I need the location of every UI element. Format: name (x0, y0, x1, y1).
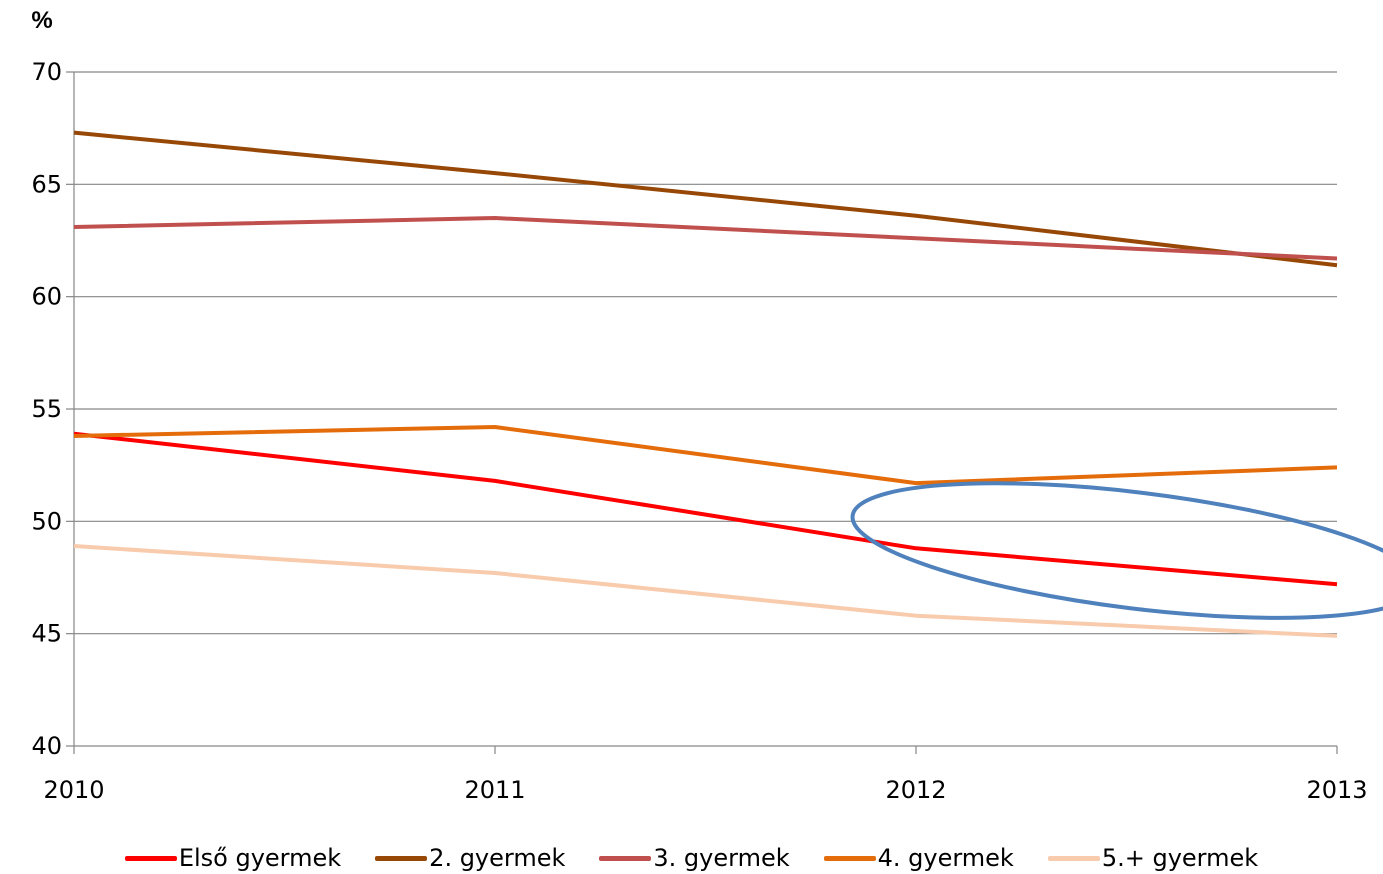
y-axis-label: % (31, 7, 52, 34)
y-tick-label: 40 (31, 732, 62, 760)
legend-item: 5.+ gyermek (1047, 844, 1259, 872)
series-line-2 (73, 130, 1338, 268)
series-line-1 (73, 431, 1338, 587)
series-line-3 (73, 216, 1338, 261)
x-tick-label: 2012 (885, 776, 946, 804)
legend-item: 4. gyermek (823, 844, 1014, 872)
annotations (850, 481, 1383, 620)
y-tick-label: 55 (31, 395, 62, 423)
series-line-4 (73, 424, 1338, 486)
y-tick-label: 70 (31, 58, 62, 86)
y-tick-label: 60 (31, 283, 62, 311)
legend-label: 4. gyermek (877, 844, 1014, 872)
legend-swatch (375, 855, 428, 861)
y-tick-label: 65 (31, 170, 62, 198)
x-tick-label: 2011 (464, 776, 525, 804)
legend-item: Első gyermek (124, 844, 342, 872)
legend-label: 3. gyermek (653, 844, 790, 872)
legend-swatch (823, 855, 876, 861)
gridlines (74, 71, 1337, 635)
legend-label: 2. gyermek (429, 844, 566, 872)
legend-item: 3. gyermek (599, 844, 790, 872)
axes: 40 45 50 55 60 65 70 2010 2011 2012 2013 (31, 58, 1367, 804)
highlight-ellipse (850, 481, 1383, 620)
legend-swatch (124, 855, 177, 861)
y-tick-label: 45 (31, 620, 62, 648)
legend-swatch (1047, 855, 1100, 861)
y-tick-label: 50 (31, 507, 62, 535)
x-tick-label: 2010 (43, 776, 104, 804)
series-line-5 (73, 544, 1338, 638)
line-chart: 40 45 50 55 60 65 70 2010 2011 2012 2013 % (31, 7, 1383, 804)
series-lines (73, 130, 1338, 638)
legend-item: 2. gyermek (375, 844, 565, 872)
x-tick-label: 2013 (1306, 776, 1367, 804)
legend-swatch (599, 855, 652, 861)
legend-label: 5.+ gyermek (1101, 844, 1259, 872)
legend: Első gyermek 2. gyermek 3. gyermek 4. gyerm… (0, 842, 1383, 874)
legend-label: Első gyermek (178, 844, 342, 872)
